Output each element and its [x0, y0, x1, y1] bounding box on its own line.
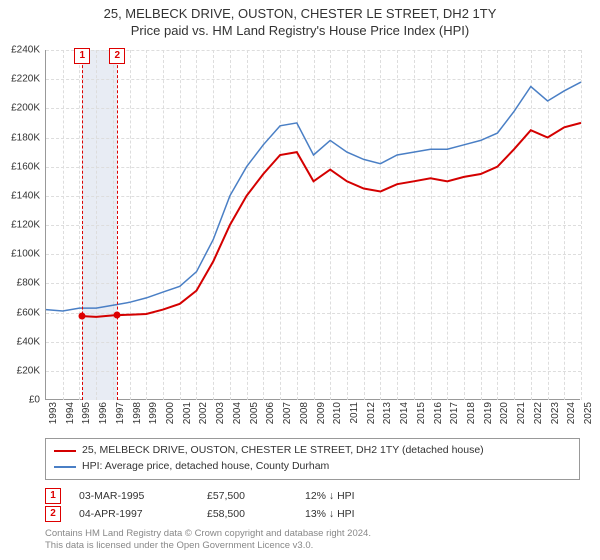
sale-date: 04-APR-1997 [79, 508, 189, 520]
y-axis-label: £60K [17, 307, 40, 318]
x-axis-label: 2007 [282, 402, 293, 424]
chart-container: 25, MELBECK DRIVE, OUSTON, CHESTER LE ST… [0, 0, 600, 560]
y-axis-label: £120K [11, 220, 40, 231]
title-block: 25, MELBECK DRIVE, OUSTON, CHESTER LE ST… [0, 0, 600, 38]
y-axis-label: £240K [11, 45, 40, 56]
attribution: Contains HM Land Registry data © Crown c… [45, 528, 580, 553]
y-axis-label: £200K [11, 103, 40, 114]
sale-index-box: 2 [45, 506, 61, 522]
x-axis-label: 2017 [449, 402, 460, 424]
x-axis-label: 2002 [198, 402, 209, 424]
x-axis-label: 2008 [299, 402, 310, 424]
x-axis-label: 1997 [115, 402, 126, 424]
series-hpi [46, 82, 581, 311]
x-axis-label: 1993 [48, 402, 59, 424]
x-axis-label: 2014 [399, 402, 410, 424]
plot-region: 12 [45, 50, 580, 400]
chart-area: 12 £0£20K£40K£60K£80K£100K£120K£140K£160… [45, 50, 580, 420]
sale-price: £58,500 [207, 508, 287, 520]
x-axis-label: 2003 [215, 402, 226, 424]
y-axis-label: £100K [11, 249, 40, 260]
sale-row: 2 04-APR-1997 £58,500 13% ↓ HPI [45, 506, 580, 522]
x-axis-label: 2019 [483, 402, 494, 424]
x-axis-label: 2006 [265, 402, 276, 424]
x-axis-label: 2009 [316, 402, 327, 424]
x-axis-label: 1996 [98, 402, 109, 424]
x-axis-label: 2021 [516, 402, 527, 424]
x-axis-label: 2022 [533, 402, 544, 424]
attribution-line1: Contains HM Land Registry data © Crown c… [45, 528, 580, 540]
event-line [117, 50, 118, 400]
legend-label: HPI: Average price, detached house, Coun… [82, 459, 329, 475]
sale-diff: 12% ↓ HPI [305, 490, 395, 502]
sale-point-marker [79, 313, 86, 320]
x-axis-label: 2000 [165, 402, 176, 424]
sale-index-box: 1 [45, 488, 61, 504]
gridline-v [581, 50, 582, 400]
legend-swatch [54, 450, 76, 452]
x-axis-label: 2013 [382, 402, 393, 424]
x-axis-label: 2020 [499, 402, 510, 424]
legend-row: 25, MELBECK DRIVE, OUSTON, CHESTER LE ST… [54, 443, 571, 459]
y-axis-label: £80K [17, 278, 40, 289]
legend-block: 25, MELBECK DRIVE, OUSTON, CHESTER LE ST… [45, 438, 580, 552]
sale-price: £57,500 [207, 490, 287, 502]
sale-point-marker [114, 311, 121, 318]
attribution-line2: This data is licensed under the Open Gov… [45, 540, 580, 552]
x-axis-label: 2010 [332, 402, 343, 424]
sale-row: 1 03-MAR-1995 £57,500 12% ↓ HPI [45, 488, 580, 504]
y-axis-label: £40K [17, 336, 40, 347]
x-axis-label: 2024 [566, 402, 577, 424]
y-axis-label: £180K [11, 132, 40, 143]
y-axis-label: £0 [29, 395, 40, 406]
title-address: 25, MELBECK DRIVE, OUSTON, CHESTER LE ST… [0, 6, 600, 21]
x-axis-label: 2001 [182, 402, 193, 424]
x-axis-label: 2012 [366, 402, 377, 424]
x-axis-label: 2011 [349, 402, 360, 424]
event-marker-box: 2 [109, 48, 125, 64]
x-axis-label: 1994 [65, 402, 76, 424]
y-axis-label: £160K [11, 161, 40, 172]
event-marker-box: 1 [74, 48, 90, 64]
legend-box: 25, MELBECK DRIVE, OUSTON, CHESTER LE ST… [45, 438, 580, 480]
event-line [82, 50, 83, 400]
line-series-svg [46, 50, 581, 400]
sale-diff: 13% ↓ HPI [305, 508, 395, 520]
y-axis-label: £220K [11, 74, 40, 85]
x-axis-label: 2005 [249, 402, 260, 424]
x-axis-label: 2018 [466, 402, 477, 424]
y-axis-label: £20K [17, 365, 40, 376]
x-axis-label: 1998 [132, 402, 143, 424]
x-axis-label: 1995 [81, 402, 92, 424]
sales-table: 1 03-MAR-1995 £57,500 12% ↓ HPI 2 04-APR-1997… [45, 488, 580, 522]
series-price_paid [82, 123, 581, 317]
legend-row: HPI: Average price, detached house, Coun… [54, 459, 571, 475]
legend-label: 25, MELBECK DRIVE, OUSTON, CHESTER LE ST… [82, 443, 484, 459]
x-axis-label: 2016 [433, 402, 444, 424]
x-axis-label: 2023 [550, 402, 561, 424]
x-axis-label: 1999 [148, 402, 159, 424]
title-subtitle: Price paid vs. HM Land Registry's House … [0, 23, 600, 38]
x-axis-label: 2025 [583, 402, 594, 424]
x-axis-label: 2015 [416, 402, 427, 424]
y-axis-label: £140K [11, 190, 40, 201]
x-axis-label: 2004 [232, 402, 243, 424]
sale-date: 03-MAR-1995 [79, 490, 189, 502]
legend-swatch [54, 466, 76, 468]
